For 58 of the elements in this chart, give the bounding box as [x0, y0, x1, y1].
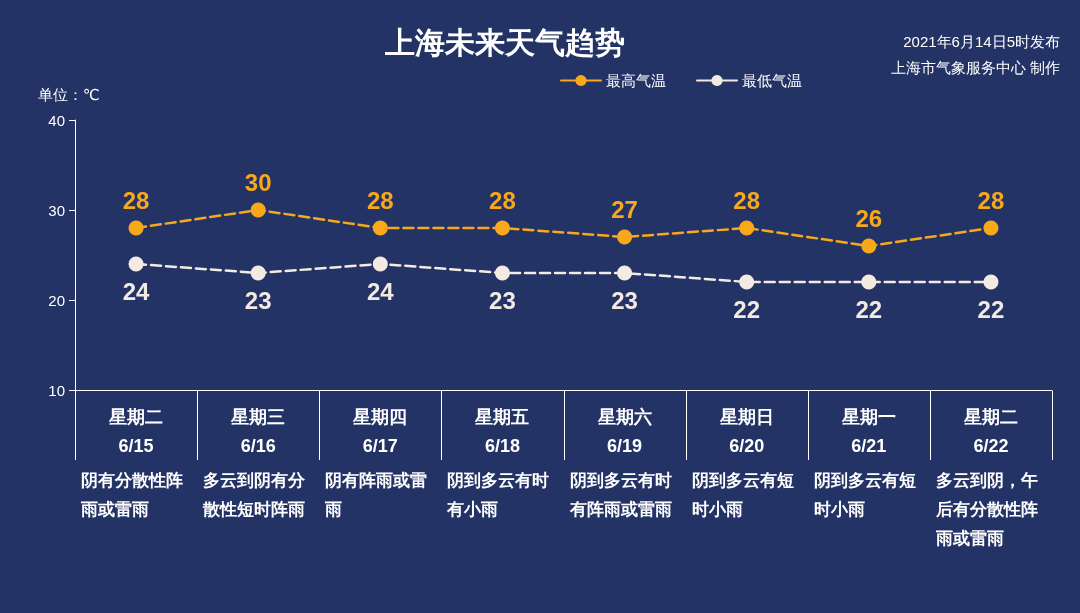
x-tick-label: 星期一 6/21 — [840, 406, 896, 456]
data-label: 23 — [489, 287, 516, 314]
point — [739, 274, 755, 290]
data-label: 28 — [977, 187, 1005, 214]
text: 2021年6月14日5时发布 — [903, 33, 1060, 50]
x-tick-label: 星期五 6/18 — [474, 406, 530, 456]
point — [739, 220, 755, 236]
point — [983, 220, 999, 236]
point — [861, 238, 877, 254]
point — [983, 274, 999, 290]
data-label: 22 — [733, 296, 761, 323]
y-tick-label: 10 — [48, 381, 65, 399]
text: 阴到多云有短时小雨 — [691, 471, 794, 519]
x-tick-label: 星期二 6/15 — [108, 406, 164, 456]
legend-label: 最低气温 — [742, 72, 802, 89]
data-label: 26 — [855, 205, 883, 232]
x-tick-label: 星期三 6/16 — [230, 406, 286, 456]
y-tick-label: 30 — [48, 201, 65, 219]
point — [128, 220, 144, 236]
point — [494, 220, 510, 236]
point — [372, 220, 388, 236]
point — [128, 256, 144, 272]
y-tick-label: 40 — [48, 111, 65, 129]
point — [250, 265, 266, 281]
data-label: 28 — [366, 187, 394, 214]
point — [250, 202, 266, 218]
text: 上海市气象服务中心 制作 — [890, 59, 1060, 76]
x-tick-label: 星期六 6/19 — [596, 406, 652, 456]
text: 多云到阴有分散性短时阵雨 — [202, 471, 307, 519]
chart-title: 上海未来天气趋势 — [384, 25, 625, 59]
text: 阴到多云有时有阵雨或雷雨 — [568, 471, 672, 519]
data-label: 24 — [366, 278, 395, 305]
x-tick-label: 星期二 6/22 — [962, 406, 1018, 456]
point — [861, 274, 877, 290]
data-label: 28 — [489, 187, 516, 214]
point — [617, 265, 633, 281]
text: 阴到多云有短时小雨 — [813, 471, 916, 519]
text: 阴有阵雨或雷雨 — [324, 471, 428, 519]
y-tick-label: 20 — [48, 291, 65, 309]
data-label: 24 — [122, 278, 151, 305]
text: 阴到多云有时有小雨 — [446, 471, 550, 519]
data-label: 30 — [244, 169, 272, 196]
data-label: 23 — [611, 287, 638, 314]
point — [372, 256, 388, 272]
data-label: 27 — [611, 196, 638, 223]
data-label: 22 — [977, 296, 1005, 323]
y-axis-title: 单位：℃ — [38, 86, 100, 103]
data-label: 28 — [733, 187, 761, 214]
x-tick-label: 星期日 6/20 — [718, 406, 774, 456]
data-label: 23 — [244, 287, 272, 314]
text: 多云到阴，午后有分散性阵雨或雷雨 — [934, 471, 1038, 548]
data-label: 28 — [122, 187, 150, 214]
point — [494, 265, 510, 281]
point — [617, 229, 633, 245]
x-tick-label: 星期四 6/17 — [352, 406, 408, 456]
legend-label: 最高气温 — [606, 72, 666, 89]
text: 阴有分散性阵雨或雷雨 — [80, 471, 183, 519]
data-label: 22 — [855, 296, 883, 323]
